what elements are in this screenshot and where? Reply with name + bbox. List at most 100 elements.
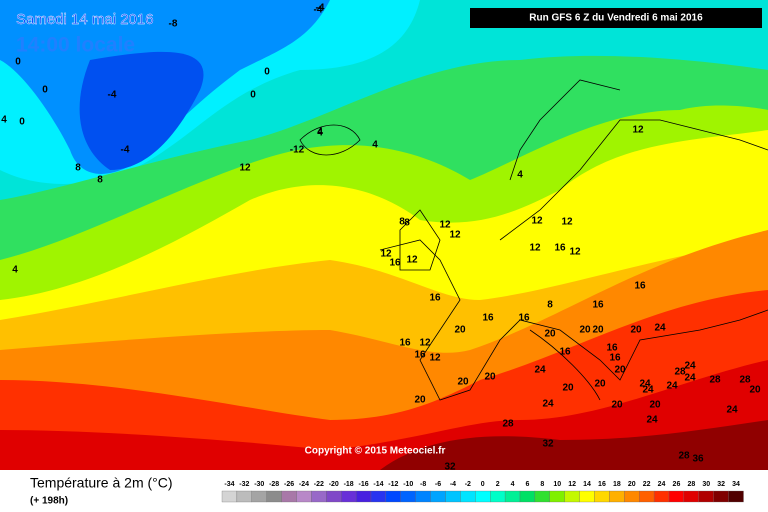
legend-tick-label: 26 — [673, 481, 681, 488]
contour-label: 4 — [317, 127, 323, 138]
contour-label: 28 — [674, 367, 686, 378]
contour-label: 16 — [429, 293, 441, 304]
contour-label: 12 — [439, 220, 451, 231]
contour-label: 8 — [399, 217, 405, 228]
legend-swatch — [519, 490, 536, 503]
legend-swatch — [624, 490, 640, 503]
contour-label: 12 — [406, 255, 418, 266]
contour-label: 24 — [642, 385, 654, 396]
legend-swatch — [341, 490, 357, 503]
legend-swatch — [683, 490, 699, 503]
contour-label: 20 — [630, 325, 642, 336]
contour-label: 4 — [372, 140, 378, 151]
contour-label: 28 — [678, 451, 690, 462]
contour-label: 20 — [611, 400, 623, 411]
legend-tick-label: -34 — [224, 481, 234, 488]
legend-tick-label: 24 — [658, 481, 666, 488]
contour-label: 12 — [529, 243, 541, 254]
contour-label: 24 — [666, 381, 678, 392]
contour-label: 4 — [317, 128, 323, 139]
legend-swatch — [385, 490, 401, 503]
contour-label: 28 — [739, 375, 751, 386]
legend-tick-label: 8 — [540, 481, 544, 488]
contour-label: 20 — [484, 372, 496, 383]
legend-swatch — [460, 490, 476, 503]
contour-label: 0 — [250, 90, 256, 101]
legend-tick-label: -32 — [239, 481, 249, 488]
contour-label: 20 — [592, 325, 604, 336]
color-legend: -34 -32 -30 -28 -26 -24 -22 -20 -18 -16 -14 -12 -10-… — [221, 481, 744, 503]
contour-label: 16 — [414, 350, 426, 361]
greenland-core — [79, 51, 204, 170]
legend-tick-label: 34 — [732, 481, 740, 488]
contour-label: 16 — [389, 258, 401, 269]
legend-swatch — [370, 490, 387, 503]
contour-label: 12 — [449, 230, 461, 241]
legend-swatch — [668, 490, 685, 503]
lead-time: (+ 198h) — [30, 496, 68, 507]
contour-label: 16 — [634, 281, 646, 292]
contour-label: 8 — [404, 218, 410, 229]
contour-label: 28 — [502, 419, 514, 430]
legend-tick-label: 18 — [613, 481, 621, 488]
contour-label: 8 — [547, 300, 553, 311]
legend-swatch — [266, 490, 282, 503]
contour-label: 24 — [726, 405, 738, 416]
legend-swatch — [296, 490, 312, 503]
legend-swatch — [311, 490, 327, 503]
legend-tick-label: -22 — [314, 481, 324, 488]
contour-label: 12 — [380, 249, 392, 260]
contour-label: 20 — [649, 400, 661, 411]
contour-label: 12 — [632, 125, 644, 136]
contour-label: 24 — [639, 379, 651, 390]
contour-label: -4 — [108, 90, 117, 101]
contour-label: 20 — [594, 379, 606, 390]
legend-tick-label: 20 — [628, 481, 636, 488]
contour-label: 24 — [684, 373, 696, 384]
contour-label: 28 — [709, 375, 721, 386]
contour-label: 0 — [15, 57, 21, 68]
coastlines — [299, 79, 768, 401]
contour-label: 32 — [542, 439, 554, 450]
legend-tick-label: -2 — [465, 481, 471, 488]
legend-tick-label: -14 — [373, 481, 383, 488]
legend-tick-label: -10 — [403, 481, 413, 488]
legend-tick-label: 0 — [481, 481, 485, 488]
contour-label: 16 — [482, 313, 494, 324]
legend-swatch — [400, 490, 416, 503]
contour-label: -4 — [121, 145, 130, 156]
legend-swatch — [221, 490, 238, 503]
map — [0, 0, 768, 471]
legend-swatch — [728, 490, 744, 503]
legend-tick-label: 16 — [598, 481, 606, 488]
legend-swatch — [430, 490, 446, 503]
contour-label: 12 — [239, 163, 251, 174]
variable-label: Température à 2m (°C) — [30, 475, 173, 491]
legend-swatch — [490, 490, 506, 503]
legend-swatch — [579, 490, 595, 503]
contour-label: 12 — [419, 338, 431, 349]
contour-label: 16 — [554, 243, 566, 254]
legend-swatch — [653, 490, 670, 503]
legend-swatch — [639, 490, 655, 503]
contour-label: 12 — [569, 247, 581, 258]
legend-swatch — [609, 490, 625, 503]
contour-label: 24 — [684, 361, 696, 372]
contour-label: 4 — [517, 170, 523, 181]
legend-tick-label: 12 — [568, 481, 576, 488]
legend-tick-label: -6 — [435, 481, 441, 488]
contour-label: 24 — [542, 399, 554, 410]
legend-tick-label: -8 — [420, 481, 426, 488]
legend-swatch — [713, 490, 729, 503]
run-text: Run GFS 6 Z du Vendredi 6 mai 2016 — [529, 13, 703, 24]
copyright: Copyright © 2015 Meteociel.fr — [305, 446, 446, 457]
contour-label: 0 — [42, 85, 48, 96]
contour-label: 16 — [609, 353, 621, 364]
legend-swatch — [594, 490, 610, 503]
legend-tick-label: 28 — [687, 481, 695, 488]
legend-tick-label: 32 — [717, 481, 725, 488]
legend-swatch — [534, 490, 550, 503]
legend-tick-label: -12 — [388, 481, 398, 488]
